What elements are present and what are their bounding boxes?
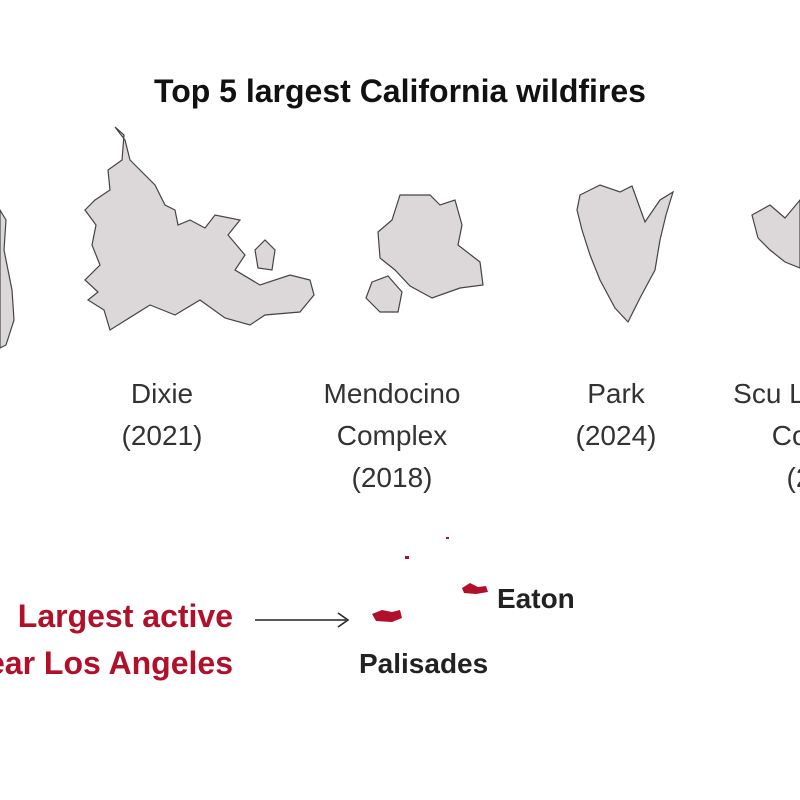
arrow-head: [337, 612, 350, 628]
fire-shape: [365, 194, 484, 313]
title: Top 5 largest California wildfires: [154, 73, 646, 109]
fire-name: Complex: [337, 420, 447, 451]
fire-year: (2018): [352, 462, 433, 493]
fire-name: Complex: [772, 420, 800, 451]
fire-shape: [0, 208, 15, 349]
fire-shape: [751, 199, 800, 269]
fire-year: (2020): [787, 462, 800, 493]
fire-shape: [84, 126, 315, 331]
active-label: near Los Angeles: [0, 645, 233, 681]
fire-name: Scu Lightning: [733, 378, 800, 409]
fire-shape: [576, 184, 675, 324]
fire-name: Dixie: [131, 378, 193, 409]
fire-shape: [462, 583, 488, 594]
fire-label: Eaton: [497, 583, 575, 614]
fire-shape: [446, 537, 449, 539]
fire-name: Mendocino: [324, 378, 461, 409]
fire-year: (2021): [122, 420, 203, 451]
fire-name: Park: [587, 378, 646, 409]
active-label: Largest active: [18, 598, 233, 634]
fire-label: Palisades: [359, 648, 488, 679]
fire-labels: Dixie (2021) Mendocino Complex (2018) Pa…: [122, 378, 800, 493]
fire-shape: [405, 556, 409, 559]
fire-shape: [372, 610, 402, 622]
fire-year: (2024): [576, 420, 657, 451]
